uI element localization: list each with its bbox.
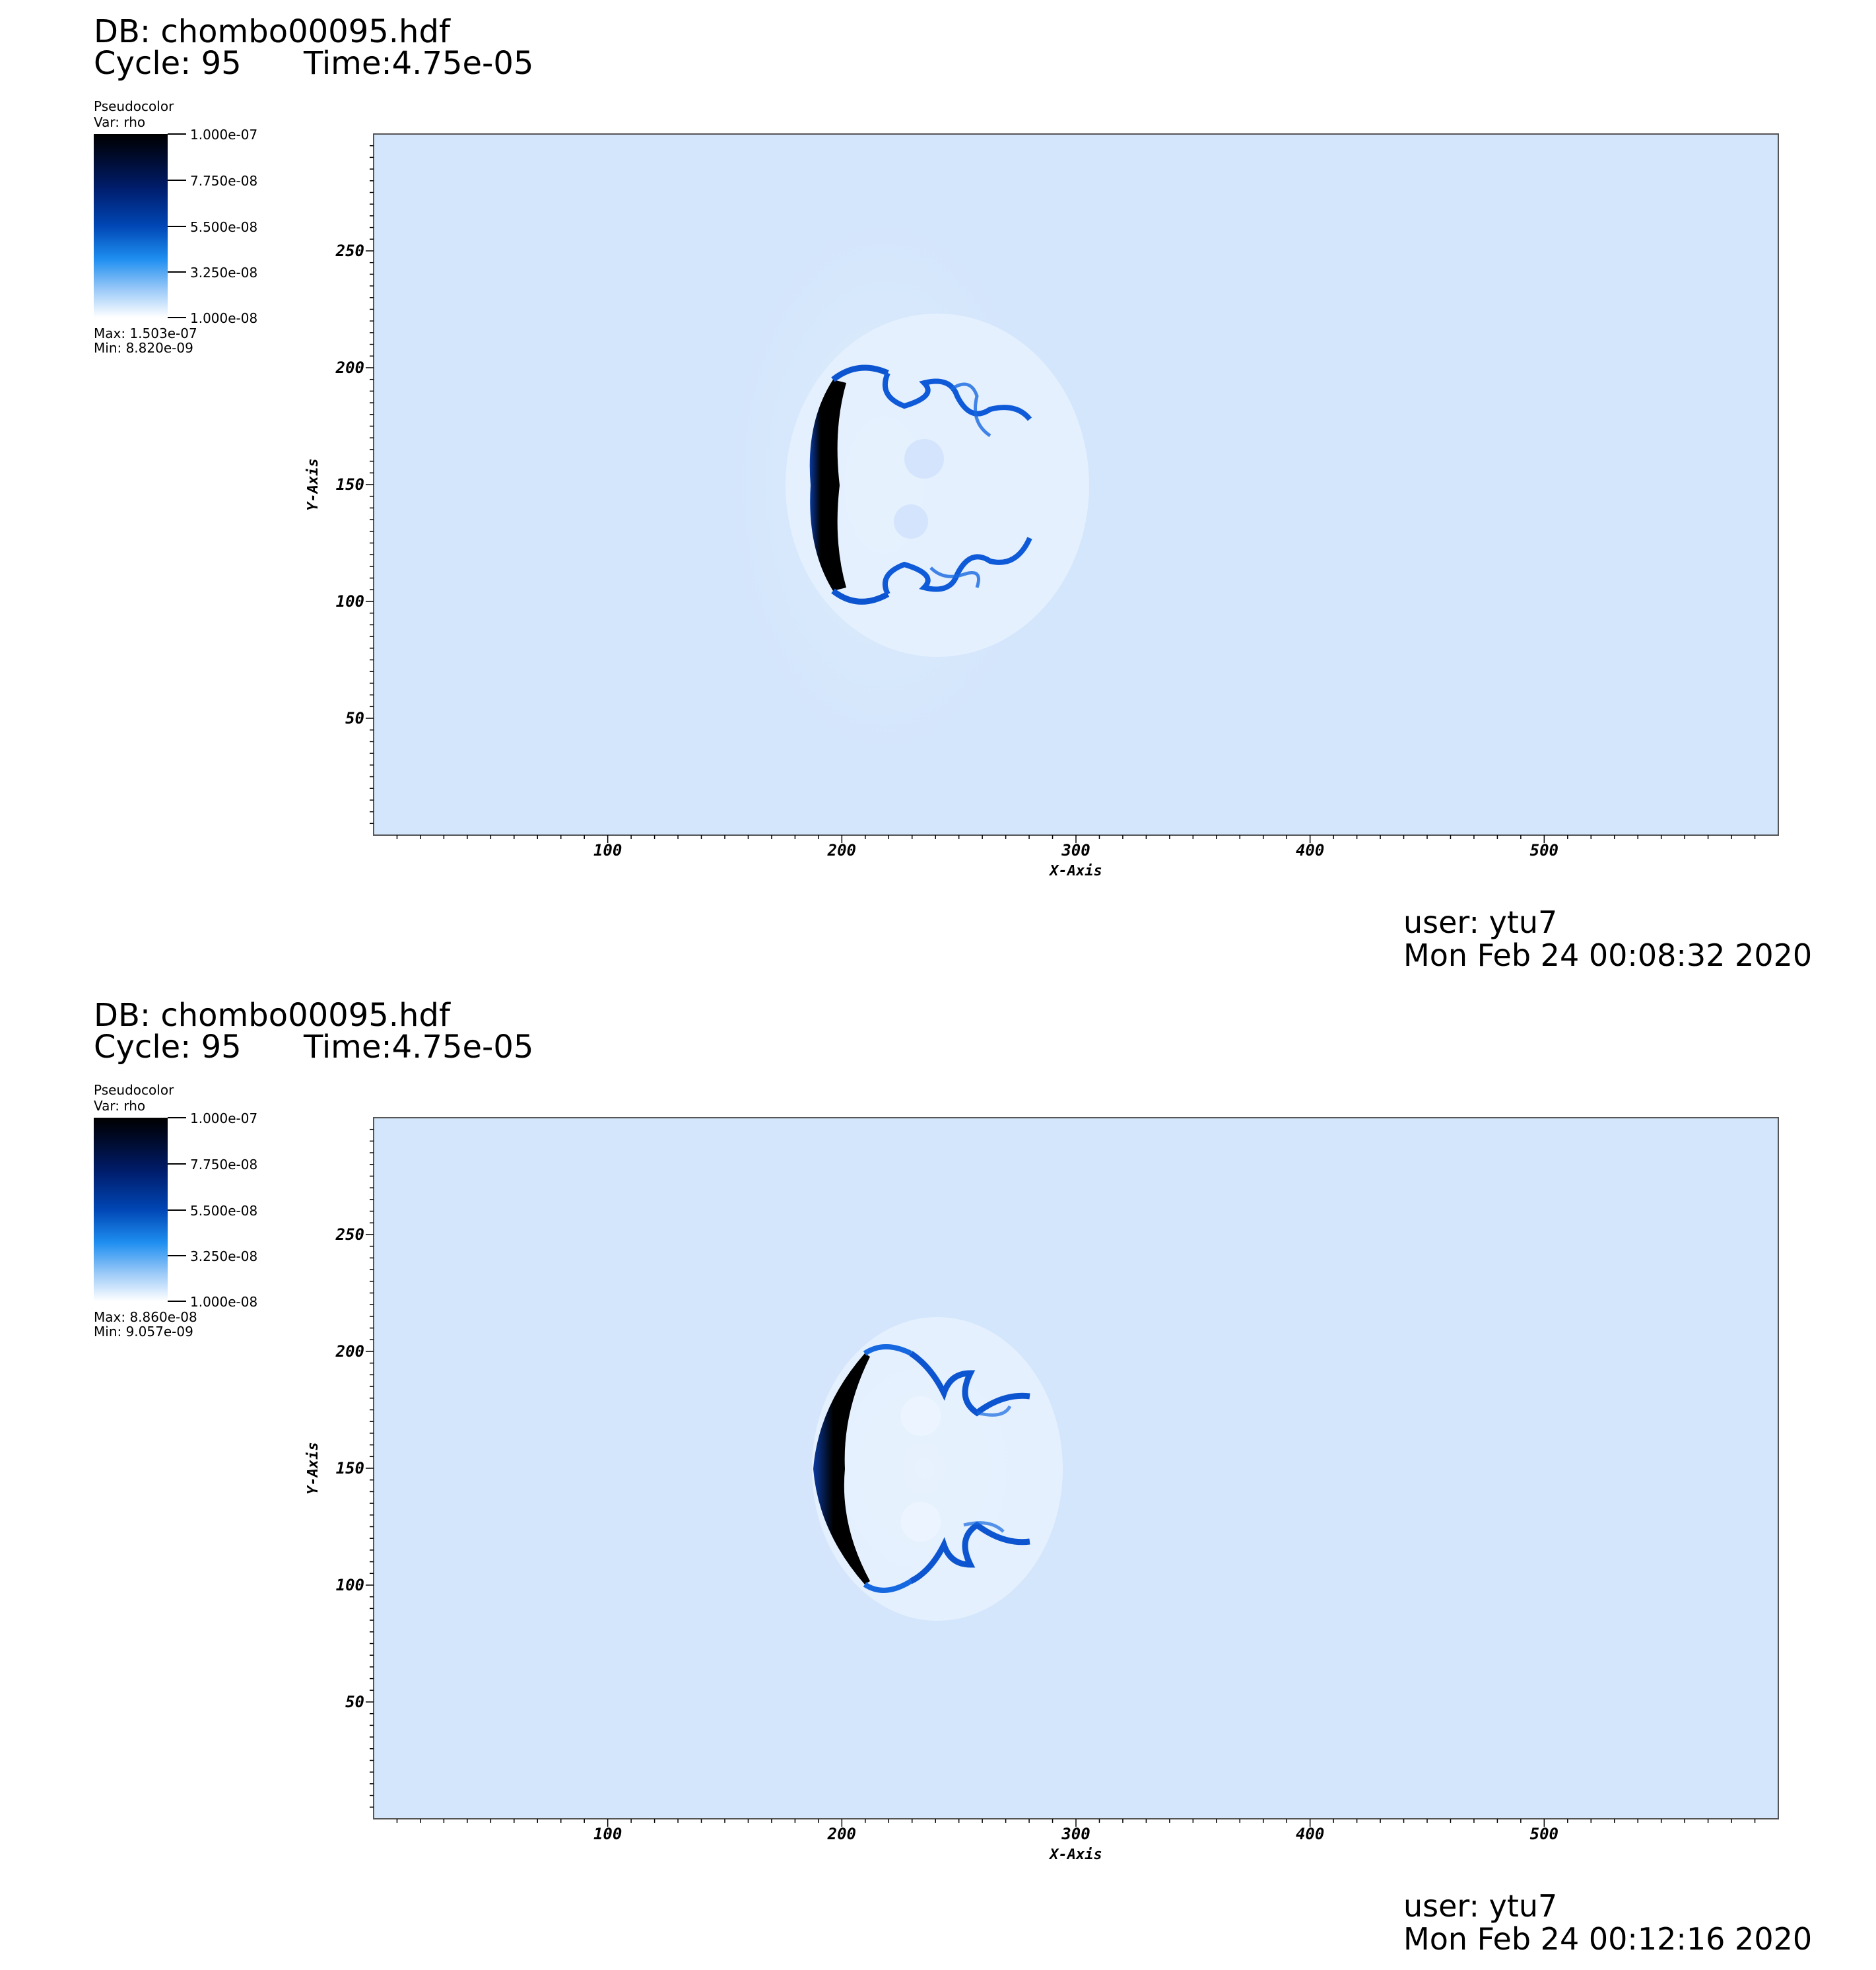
legend-min: Min: 8.820e-09 (94, 340, 193, 356)
x-tick-label: 300 (1061, 1825, 1090, 1843)
plot-area: 100 200 300 400 500 50 100 150 200 250 X-Axis Y-… (305, 1117, 1779, 1863)
legend-title: Pseudocolor (94, 98, 174, 114)
colorbar-tick (168, 1209, 186, 1211)
colorbar-tick-label: 1.000e-07 (190, 127, 258, 143)
x-tick-label: 400 (1296, 1825, 1324, 1843)
x-tick-label: 300 (1061, 841, 1090, 860)
colorbar-tick (168, 1255, 186, 1256)
db-filename: DB: chombo00095.hdf (94, 997, 450, 1034)
x-tick-label: 200 (827, 1825, 856, 1843)
timestamp-label: Mon Feb 24 00:08:32 2020 (1403, 937, 1813, 973)
colorbar-tick (168, 133, 186, 135)
cycle-time-line: Cycle: 95 Time:4.75e-05 (94, 1029, 533, 1066)
density-features (700, 168, 1089, 802)
colorbar-tick-label: 5.500e-08 (190, 219, 258, 235)
y-tick-label: 100 (336, 1576, 364, 1594)
cycle-label: Cycle: 95 (94, 45, 242, 82)
y-axis-title: Y-Axis (305, 458, 321, 510)
colorbar-tick (168, 1117, 186, 1118)
colorbar-tick-label: 3.250e-08 (190, 265, 258, 281)
x-axis-title: X-Axis (1048, 1847, 1102, 1863)
x-tick-label: 200 (827, 841, 856, 860)
colorbar-tick (168, 180, 186, 181)
time-label: Time:4.75e-05 (304, 45, 534, 82)
y-tick-label: 150 (336, 1459, 364, 1478)
timestamp-label: Mon Feb 24 00:12:16 2020 (1403, 1921, 1813, 1957)
x-tick-label: 500 (1530, 841, 1558, 860)
colorbar-tick (168, 226, 186, 227)
y-tick-label: 50 (345, 709, 364, 728)
x-tick-label: 100 (593, 841, 622, 860)
x-axis: 100 200 300 400 500 (396, 835, 1756, 860)
y-tick-label: 250 (335, 242, 364, 260)
time-label: Time:4.75e-05 (304, 1029, 534, 1066)
x-axis-title: X-Axis (1048, 863, 1102, 879)
colorbar-tick-label: 1.000e-08 (190, 310, 258, 326)
colorbar-tick (168, 317, 186, 318)
y-tick-label: 200 (335, 358, 364, 377)
y-axis: 50 100 150 200 250 (335, 145, 374, 825)
colorbar-tick (168, 271, 186, 273)
y-tick-label: 50 (345, 1693, 364, 1711)
density-features (766, 1277, 1083, 1660)
y-tick-label: 150 (336, 475, 364, 494)
x-axis: 100 200 300 400 500 (396, 1819, 1756, 1843)
user-label: user: ytu7 (1403, 1888, 1558, 1924)
cycle-label: Cycle: 95 (94, 1029, 242, 1066)
x-tick-label: 100 (593, 1825, 622, 1843)
colorbar-tick-label: 1.000e-07 (190, 1110, 258, 1126)
colorbar (94, 1118, 168, 1301)
y-tick-label: 200 (335, 1342, 364, 1361)
legend-variable: Var: rho (94, 1098, 146, 1114)
colorbar (94, 134, 168, 318)
y-axis: 50 100 150 200 250 (335, 1128, 374, 1808)
plot-panel: DB: chombo00095.hdf Cycle: 95 Time:4.75e… (94, 13, 1813, 973)
legend-max: Max: 8.860e-08 (94, 1309, 197, 1325)
colorbar-tick-label: 1.000e-08 (190, 1294, 258, 1310)
y-tick-label: 100 (336, 592, 364, 611)
colorbar-tick-label: 7.750e-08 (190, 173, 258, 189)
legend-max: Max: 1.503e-07 (94, 325, 197, 341)
legend-title: Pseudocolor (94, 1082, 174, 1098)
cycle-time-line: Cycle: 95 Time:4.75e-05 (94, 45, 533, 82)
db-filename: DB: chombo00095.hdf (94, 13, 450, 50)
x-tick-label: 500 (1530, 1825, 1558, 1843)
colorbar-tick-label: 7.750e-08 (190, 1157, 258, 1172)
plot-panel: DB: chombo00095.hdf Cycle: 95 Time:4.75e… (0, 984, 1876, 1969)
colorbar-tick-label: 3.250e-08 (190, 1248, 258, 1264)
x-tick-label: 400 (1296, 841, 1324, 860)
y-axis-title: Y-Axis (305, 1442, 321, 1494)
legend-variable: Var: rho (94, 114, 146, 130)
legend-min: Min: 9.057e-09 (94, 1324, 193, 1340)
y-tick-label: 250 (335, 1225, 364, 1244)
colorbar-tick (168, 1301, 186, 1302)
plot-area: 100 200 300 400 500 50 100 150 200 250 X-Axis Y-… (305, 133, 1779, 879)
user-label: user: ytu7 (1403, 904, 1558, 940)
colorbar-tick-label: 5.500e-08 (190, 1203, 258, 1219)
colorbar-tick (168, 1163, 186, 1165)
